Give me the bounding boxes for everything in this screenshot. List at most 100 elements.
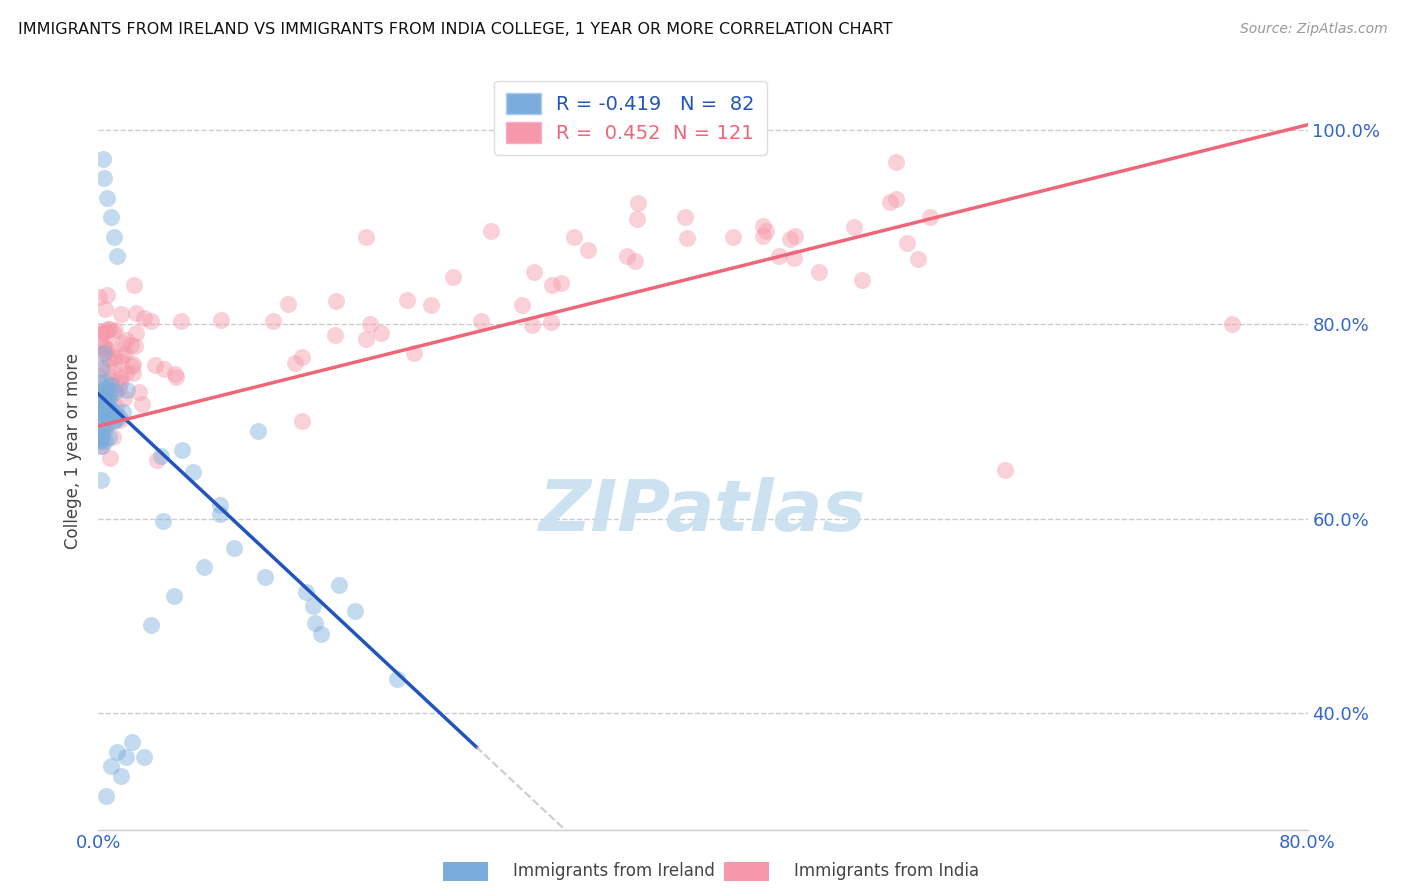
Point: [100, 378, 122, 392]
Point: [110, 769, 132, 783]
Point: [224, 541, 246, 555]
Point: [131, 397, 153, 411]
Point: [97, 321, 120, 335]
Point: [94, 324, 117, 338]
Point: [89, 431, 111, 445]
Point: [98, 450, 121, 465]
Point: [879, 195, 901, 210]
Point: [344, 604, 367, 618]
Point: [105, 249, 128, 263]
Point: [91, 400, 114, 414]
Point: [100, 370, 122, 384]
Point: [114, 346, 136, 360]
Point: [302, 599, 325, 613]
Point: [110, 370, 132, 384]
Point: [103, 382, 125, 396]
Point: [253, 570, 276, 584]
Point: [779, 232, 801, 246]
Point: [120, 338, 142, 352]
Point: [354, 230, 377, 244]
Point: [360, 317, 382, 331]
Point: [385, 672, 408, 686]
Point: [112, 335, 135, 350]
Point: [91, 405, 114, 419]
Point: [783, 252, 806, 266]
Point: [91, 382, 114, 396]
Point: [94, 789, 117, 803]
Point: [90, 422, 112, 436]
Point: [93, 400, 115, 414]
Point: [751, 228, 773, 243]
Point: [96, 345, 118, 359]
Point: [97, 430, 120, 444]
Point: [370, 326, 392, 340]
Point: [94, 383, 117, 397]
Point: [111, 349, 134, 363]
Point: [108, 376, 131, 390]
Point: [325, 294, 347, 309]
Point: [100, 402, 122, 417]
Y-axis label: College, 1 year or more: College, 1 year or more: [65, 352, 83, 549]
Point: [125, 306, 148, 320]
Point: [523, 265, 546, 279]
Point: [110, 307, 132, 321]
Point: [675, 231, 697, 245]
Point: [104, 400, 127, 414]
Point: [139, 314, 162, 328]
Point: [673, 210, 696, 224]
Point: [91, 152, 114, 166]
Point: [93, 396, 115, 410]
Point: [441, 270, 464, 285]
Point: [170, 442, 193, 457]
Point: [540, 278, 562, 293]
Point: [783, 228, 806, 243]
Point: [153, 361, 176, 376]
Point: [807, 265, 830, 279]
Point: [103, 350, 125, 364]
Point: [103, 229, 125, 244]
Point: [89, 376, 111, 391]
Point: [100, 210, 122, 224]
Point: [115, 383, 138, 397]
Point: [87, 369, 110, 384]
Point: [115, 366, 138, 380]
Point: [193, 560, 215, 574]
Point: [100, 401, 122, 416]
Point: [90, 404, 112, 418]
Point: [101, 430, 124, 444]
Point: [89, 395, 111, 409]
Point: [170, 314, 193, 328]
Point: [851, 273, 873, 287]
Point: [107, 410, 129, 425]
Point: [294, 585, 316, 599]
Point: [96, 191, 118, 205]
Point: [90, 473, 112, 487]
Point: [884, 192, 907, 206]
Point: [90, 418, 112, 433]
Point: [626, 212, 648, 227]
Point: [146, 453, 169, 467]
Point: [121, 735, 143, 749]
Point: [110, 355, 132, 369]
Point: [87, 397, 110, 411]
Point: [89, 406, 111, 420]
Point: [89, 325, 111, 339]
Point: [356, 332, 378, 346]
Point: [121, 359, 143, 373]
Point: [751, 219, 773, 234]
Point: [94, 395, 117, 409]
Point: [94, 375, 117, 389]
Point: [100, 385, 122, 400]
Point: [91, 326, 114, 341]
Point: [328, 578, 350, 592]
Point: [93, 171, 115, 186]
Point: [290, 414, 312, 428]
Text: Immigrants from Ireland: Immigrants from Ireland: [513, 863, 716, 880]
Point: [325, 328, 347, 343]
Point: [96, 342, 118, 356]
Point: [98, 406, 121, 420]
Point: [91, 398, 114, 412]
Point: [90, 439, 112, 453]
Point: [98, 351, 121, 366]
Point: [96, 287, 118, 301]
